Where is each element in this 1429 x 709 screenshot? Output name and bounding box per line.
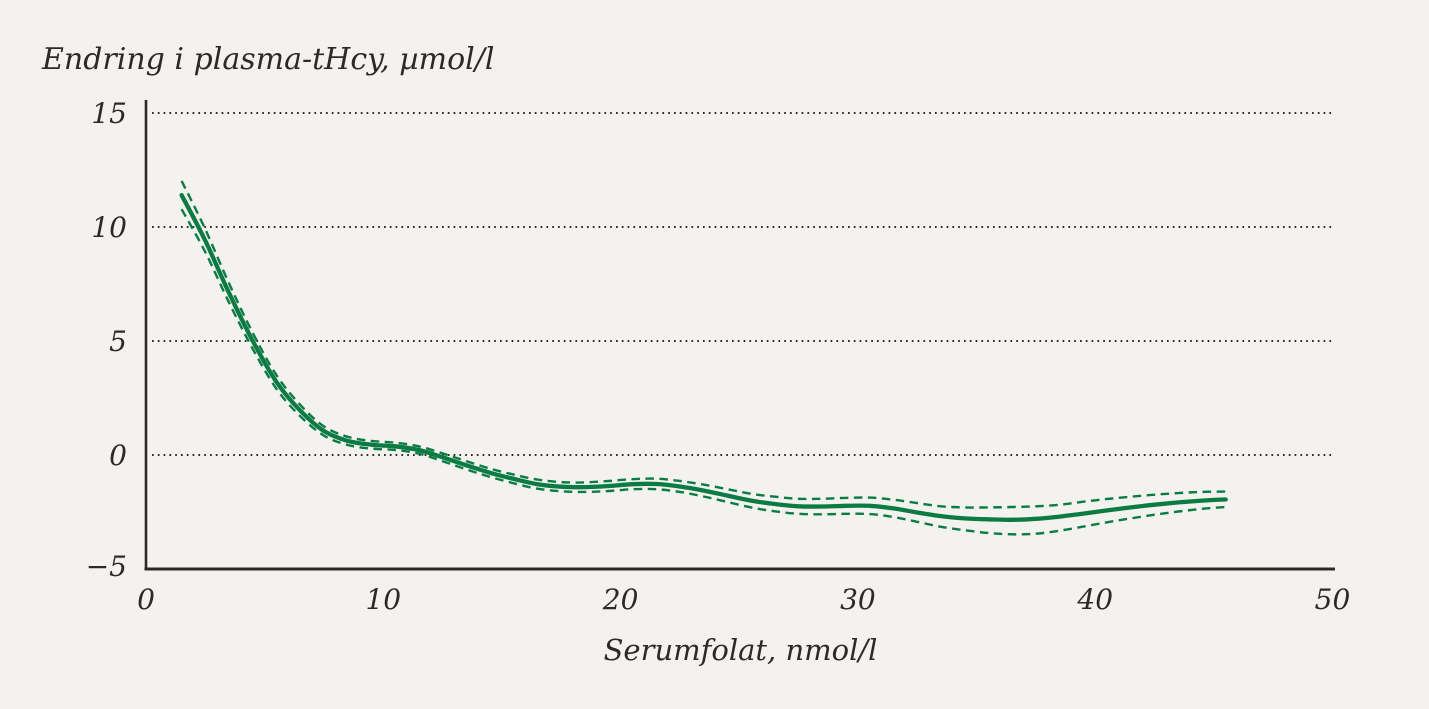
y-tick-label: −5 bbox=[86, 550, 127, 583]
x-axis-title: Serumfolat, nmol/l bbox=[603, 633, 878, 667]
ci_upper-line bbox=[180, 180, 1226, 509]
x-tick-label: 30 bbox=[840, 583, 876, 616]
x-tick-label: 50 bbox=[1315, 583, 1351, 616]
axes bbox=[144, 100, 1335, 571]
x-tick-label: 40 bbox=[1076, 583, 1113, 616]
ci_lower-line bbox=[180, 208, 1226, 536]
y-tick-label: 15 bbox=[91, 97, 127, 130]
y-axis-title: Endring i plasma-tHcy, µmol/l bbox=[42, 42, 495, 77]
fit-line bbox=[179, 192, 1228, 522]
x-tick-label: 20 bbox=[602, 583, 639, 616]
x-tick-label: 10 bbox=[365, 583, 401, 616]
y-tick-label: 10 bbox=[91, 211, 127, 244]
gridlines bbox=[152, 112, 1333, 456]
y-tick-label: 0 bbox=[109, 439, 127, 472]
y-tick-label: 5 bbox=[109, 325, 127, 358]
data-series bbox=[179, 180, 1228, 536]
x-tick-label: 0 bbox=[137, 583, 155, 616]
